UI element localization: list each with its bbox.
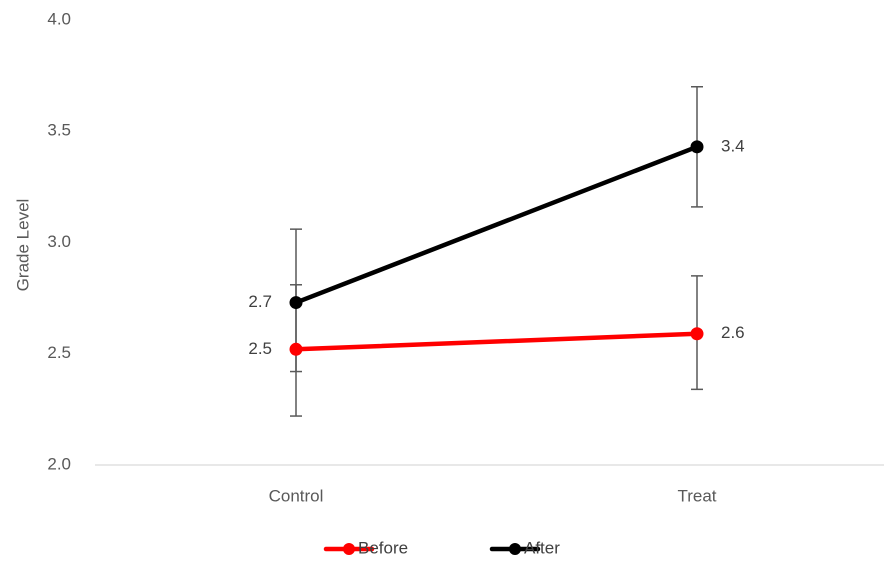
legend: Before After [323,538,560,557]
series-lines [293,144,700,352]
y-axis-title: Grade Level [13,199,32,292]
y-tick-labels: 2.0 2.5 3.0 3.5 4.0 [47,9,71,473]
legend-marker-after [509,543,521,555]
y-tick-label: 3.0 [47,232,71,251]
data-label-before: 2.5 [248,339,272,358]
data-label-after: 3.4 [721,136,745,155]
x-tick-labels: Control Treat [269,486,717,505]
marker-before [690,327,704,341]
data-label-after: 2.7 [248,292,272,311]
y-tick-label: 2.5 [47,343,71,362]
series-line-after [293,144,700,305]
y-tick-label: 3.5 [47,121,71,140]
marker-after [289,296,303,310]
series-markers [289,140,704,356]
x-tick-label: Treat [677,486,716,505]
series-line-before [293,331,700,352]
x-tick-label: Control [269,486,324,505]
marker-after [690,140,704,154]
data-labels: 2.5 2.6 2.7 3.4 [248,136,744,357]
legend-item-after: After [489,538,560,557]
data-label-before: 2.6 [721,323,745,342]
legend-item-before: Before [323,538,408,557]
legend-label-after: After [524,538,560,557]
y-tick-label: 2.0 [47,454,71,473]
legend-label-before: Before [358,538,408,557]
legend-marker-before [343,543,355,555]
error-bars [290,86,703,417]
y-tick-label: 4.0 [47,9,71,28]
marker-before [289,342,303,356]
y-axis-label: Grade Level [13,199,32,292]
